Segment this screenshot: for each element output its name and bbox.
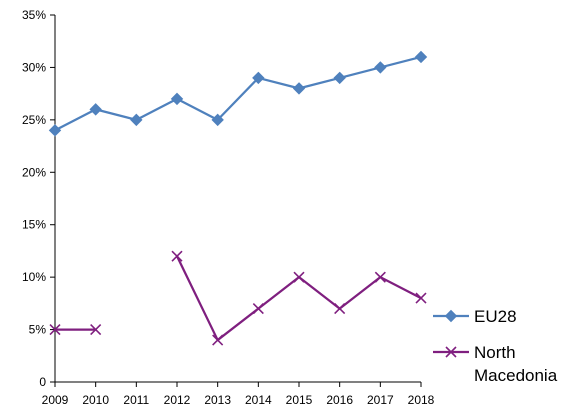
data-point-eu28 <box>130 113 143 127</box>
legend-swatch-marker <box>445 346 457 358</box>
y-tick-label: 15% <box>22 218 46 232</box>
series-line-eu28 <box>54 55 422 132</box>
legend-item-eu28: EU28 <box>433 307 517 326</box>
data-point-north-macedonia <box>212 334 224 346</box>
data-point-eu28 <box>292 82 306 95</box>
data-point-eu28 <box>374 61 387 74</box>
data-point-eu28 <box>252 71 265 85</box>
data-point-north-macedonia <box>334 303 346 315</box>
data-point-north-macedonia <box>252 303 264 315</box>
y-tick-label: 35% <box>22 8 46 22</box>
x-axis: 2009 2010 2011 2012 2013 2014 2015 2016 2017 2018 <box>42 381 435 407</box>
data-point-eu28 <box>48 124 62 137</box>
legend-swatch-marker <box>444 309 458 323</box>
legend-label: North Macedonia <box>474 343 558 385</box>
data-point-north-macedonia <box>415 292 427 304</box>
data-point-north-macedonia <box>171 250 183 262</box>
x-tick-label: 2015 <box>286 393 313 407</box>
x-tick-label: 2009 <box>42 393 69 407</box>
x-tick-label: 2017 <box>367 393 394 407</box>
data-point-eu28 <box>333 71 346 85</box>
x-tick-label: 2012 <box>164 393 191 407</box>
y-tick-label: 0 <box>39 375 46 389</box>
data-point-north-macedonia <box>49 324 61 336</box>
data-point-north-macedonia <box>90 324 102 336</box>
legend-item-north-macedonia: North Macedonia <box>433 343 558 385</box>
data-point-eu28 <box>211 113 224 127</box>
y-tick-label: 25% <box>22 113 46 127</box>
data-point-eu28 <box>89 103 102 116</box>
series-line-north-macedonia <box>55 255 422 342</box>
y-tick-label: 30% <box>22 60 46 74</box>
series-eu28 <box>48 50 428 137</box>
legend-label: EU28 <box>474 307 517 326</box>
data-point-north-macedonia <box>293 271 305 283</box>
y-tick-label: 20% <box>22 165 46 179</box>
series-north-macedonia <box>49 250 427 346</box>
x-tick-label: 2010 <box>82 393 109 407</box>
x-tick-label: 2016 <box>326 393 353 407</box>
data-point-eu28 <box>414 50 428 64</box>
x-tick-label: 2014 <box>245 393 272 407</box>
y-axis: 0 5% 10% 15% 20% 25% 30% 35% <box>22 8 56 389</box>
x-tick-label: 2013 <box>204 393 231 407</box>
y-tick-label: 10% <box>22 270 46 284</box>
data-point-north-macedonia <box>374 271 386 283</box>
data-point-eu28 <box>170 92 184 106</box>
x-tick-label: 2018 <box>408 393 435 407</box>
x-tick-label: 2011 <box>123 393 149 407</box>
series-plot-area <box>48 50 428 346</box>
legend: EU28 North Macedonia <box>433 307 558 385</box>
y-tick-label: 5% <box>29 323 47 337</box>
